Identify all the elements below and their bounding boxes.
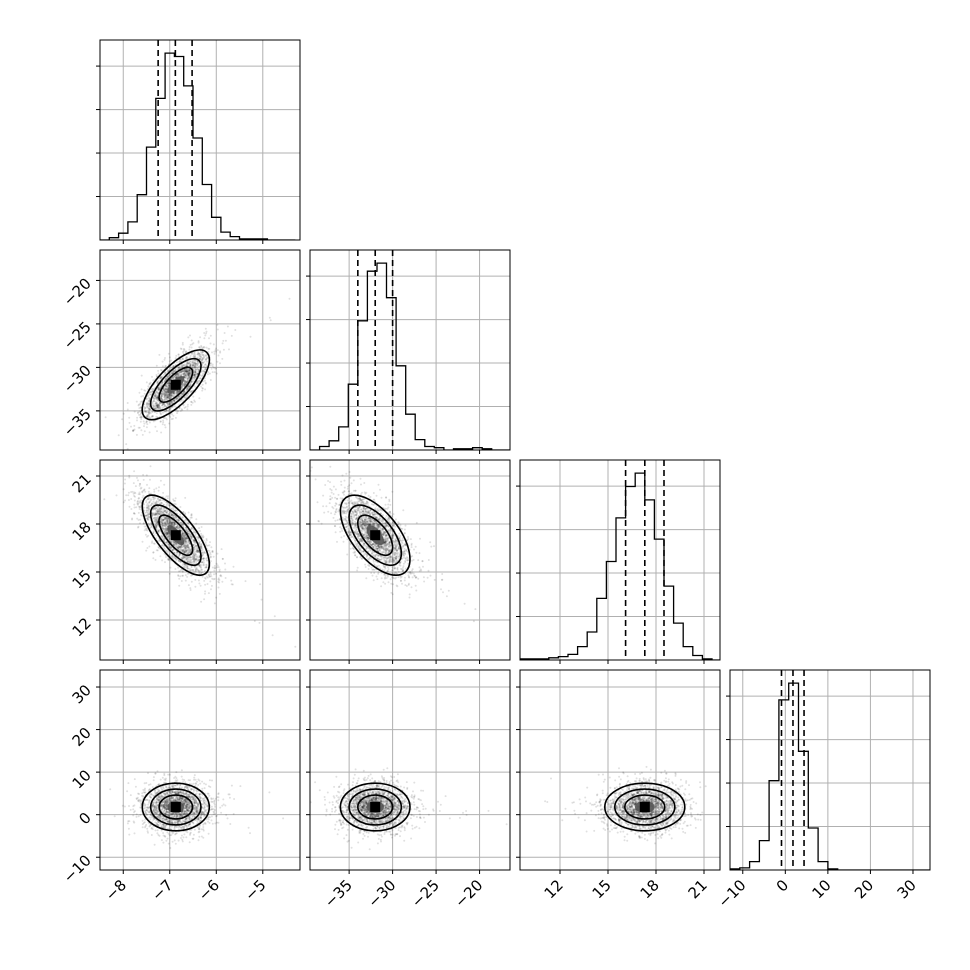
contour-level-1 [348, 788, 403, 826]
histogram-step [310, 262, 510, 450]
density-peak [370, 530, 381, 541]
panel-2-2 [516, 459, 721, 664]
contour-level-1 [149, 788, 202, 826]
grid [520, 670, 720, 870]
x-tick-label: 21 [685, 876, 711, 902]
contour-level-0 [141, 494, 211, 577]
y-tick-label: 20 [69, 724, 95, 750]
panel-3-1: −35 −30 −25 −20 [306, 669, 511, 911]
x-tick-label: −8 [102, 876, 130, 904]
panel-0-0 [96, 39, 301, 244]
panel-frame [99, 249, 301, 451]
contour-level-0 [603, 782, 686, 832]
contour-level-2 [158, 794, 194, 820]
histogram-step [730, 682, 930, 870]
density-peak [170, 802, 181, 812]
contour-level-1 [149, 357, 202, 412]
panel-frame [99, 39, 301, 241]
contour-level-2 [158, 366, 194, 403]
panel-3-0: −8 −7 −6 −5 −10 0 10 20 30 [60, 669, 301, 904]
panel-1-0: −35 −30 −25 −20 [60, 249, 301, 454]
grid [100, 670, 300, 870]
x-tick-label: −30 [364, 876, 399, 911]
panel-frame [309, 459, 511, 661]
contour-level-0 [141, 349, 211, 421]
density-peak [170, 379, 181, 390]
y-tick-label: −35 [60, 405, 95, 440]
panel-frame [309, 669, 511, 871]
contour-level-1 [348, 504, 403, 567]
density-peak [170, 530, 181, 541]
x-tick-label: −10 [714, 876, 749, 911]
contour-level-2 [623, 794, 666, 820]
density-peak [639, 802, 650, 812]
grid [100, 250, 300, 450]
panel-frame [729, 669, 931, 871]
grid [520, 460, 720, 660]
density-peak [370, 802, 381, 812]
y-tick-label: 0 [75, 809, 94, 828]
panel-3-3: −10 0 10 20 30 [714, 669, 931, 911]
scatter-points [100, 769, 285, 849]
y-tick-label: −30 [60, 361, 95, 396]
y-tick-label: −10 [60, 851, 95, 886]
y-tick-label: 21 [69, 470, 95, 496]
x-tick-label: −35 [321, 876, 356, 911]
grid [100, 460, 300, 660]
grid [310, 670, 510, 870]
y-tick-label: 15 [69, 566, 95, 592]
contour-level-0 [339, 494, 411, 577]
x-tick-label: 0 [773, 876, 792, 895]
contour-level-1 [149, 504, 202, 567]
panel-2-1 [306, 459, 511, 664]
panel-3-2: 12 15 18 21 [516, 669, 721, 902]
grid [310, 460, 510, 660]
panel-frame [519, 459, 721, 661]
grid [310, 250, 510, 450]
grid [100, 40, 300, 240]
contour-level-1 [613, 788, 676, 826]
x-tick-label: −6 [195, 876, 223, 904]
x-tick-label: 30 [894, 876, 920, 902]
panel-frame [519, 669, 721, 871]
histogram-step [520, 472, 720, 660]
panel-frame [99, 459, 301, 661]
y-tick-label: 30 [69, 681, 95, 707]
x-tick-label: −7 [148, 876, 176, 904]
contour-level-2 [158, 514, 194, 557]
scatter-points [103, 465, 297, 648]
grid [730, 670, 930, 870]
y-tick-label: −20 [60, 275, 95, 310]
panel-2-0: 12 15 18 21 [69, 459, 301, 664]
panel-frame [99, 669, 301, 871]
x-tick-label: 15 [589, 876, 615, 902]
x-tick-label: 12 [541, 876, 567, 902]
x-tick-label: −20 [451, 876, 486, 911]
y-tick-label: 18 [69, 518, 95, 544]
y-tick-label: 10 [69, 766, 95, 792]
x-tick-label: −25 [408, 876, 443, 911]
x-tick-label: 18 [637, 876, 663, 902]
histogram-step [100, 52, 296, 240]
x-tick-label: 20 [851, 876, 877, 902]
x-tick-label: 10 [808, 876, 834, 902]
x-tick-label: −5 [241, 876, 269, 904]
contour-level-2 [357, 794, 394, 820]
panel-frame [309, 249, 511, 451]
contour-level-0 [141, 782, 211, 832]
y-tick-label: −25 [60, 318, 95, 353]
panel-1-1 [306, 249, 511, 454]
contour-level-0 [339, 782, 411, 832]
contour-level-2 [357, 514, 394, 557]
y-tick-label: 12 [69, 614, 95, 640]
